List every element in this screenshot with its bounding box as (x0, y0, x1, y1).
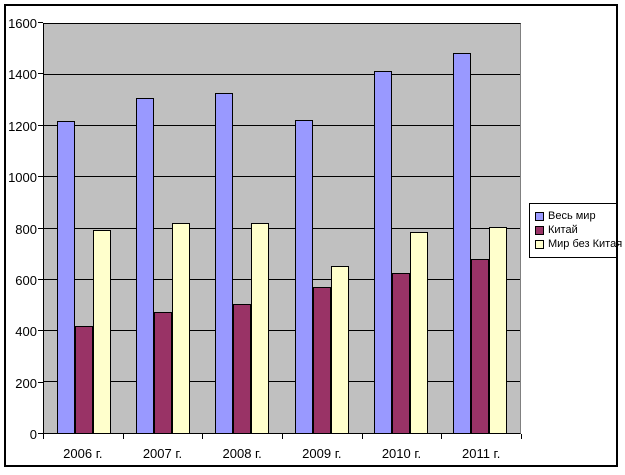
legend-label-world: Весь мир (548, 210, 596, 222)
bar-group-2010 (361, 24, 440, 433)
y-tick-mark-800 (38, 227, 43, 229)
y-tick-label-1000: 1000 (8, 170, 37, 186)
x-category-label-2007: 2007 г. (142, 446, 183, 461)
y-tick-mark-1000 (38, 176, 43, 178)
gridline-200 (44, 380, 520, 382)
x-category-label-2008: 2008 г. (222, 446, 262, 461)
y-tick-mark-1400 (38, 73, 43, 75)
y-tick-label-1600: 1600 (8, 16, 37, 31)
y-tick-mark-0 (38, 433, 43, 434)
gridline-600 (44, 278, 520, 280)
gridline-800 (44, 227, 520, 229)
x-tick-mark-3 (282, 434, 283, 439)
bar-world-without-china-2008 (251, 223, 270, 433)
bar-world-without-china-2010 (409, 232, 428, 433)
legend-label-china: Китай (548, 224, 578, 236)
bar-world-without-china-2006 (92, 229, 111, 433)
y-tick-mark-600 (38, 278, 43, 280)
gridline-400 (44, 329, 520, 331)
gridline-1000 (44, 176, 520, 178)
bar-world-2009 (294, 119, 313, 433)
bar-china-2011 (471, 259, 490, 433)
bar-group-2007 (123, 24, 202, 433)
gridline-1200 (44, 125, 520, 127)
bar-world-2010 (373, 71, 392, 433)
y-tick-mark-1200 (38, 124, 43, 126)
bar-group-2011 (441, 24, 520, 433)
bar-world-without-china-2011 (489, 227, 508, 433)
y-tick-mark-1600 (38, 22, 43, 23)
x-tick-mark-1 (123, 434, 124, 439)
legend-item-world-without-china: Мир без Китая (535, 238, 622, 251)
plot-area (43, 23, 521, 434)
y-tick-label-1200: 1200 (8, 118, 37, 134)
x-tick-mark-6 (521, 434, 522, 439)
bar-group-2009 (282, 24, 361, 433)
chart-frame: 0 200 400 600 800 1000 1200 1400 1600 2006 г. 200… (4, 4, 622, 467)
x-tick-mark-4 (362, 434, 363, 439)
x-tick-mark-2 (202, 434, 203, 439)
bar-china-2007 (153, 311, 172, 433)
x-tick-mark-0 (43, 434, 44, 439)
x-category-label-2006: 2006 г. (63, 446, 103, 461)
y-tick-label-600: 600 (15, 272, 37, 288)
bar-group-2006 (44, 24, 123, 433)
y-tick-label-800: 800 (15, 221, 37, 237)
x-tick-mark-5 (441, 434, 442, 439)
bar-world-without-china-2009 (330, 265, 349, 433)
y-tick-mark-200 (38, 381, 43, 383)
legend-item-world: Весь мир (535, 210, 612, 223)
y-tick-label-1400: 1400 (8, 67, 37, 83)
bar-china-2008 (233, 303, 252, 433)
y-tick-label-400: 400 (15, 324, 37, 340)
x-category-label-2011: 2011 г. (461, 446, 501, 461)
legend-label-world-without-china: Мир без Китая (548, 238, 623, 250)
y-tick-label-0: 0 (29, 427, 37, 442)
bars-layer (44, 24, 520, 433)
bar-china-2010 (391, 273, 410, 433)
bar-china-2006 (74, 325, 93, 433)
bar-world-2011 (453, 53, 472, 433)
bar-world-2008 (215, 93, 234, 433)
legend-item-china: Китай (535, 224, 612, 237)
y-tick-mark-400 (38, 330, 43, 332)
legend-swatch-world-without-china (535, 240, 544, 249)
bar-world-without-china-2007 (171, 223, 190, 433)
bar-world-2007 (135, 98, 154, 433)
legend-swatch-world (535, 212, 544, 221)
bar-china-2009 (312, 287, 331, 433)
x-category-label-2009: 2009 г. (302, 446, 342, 461)
bar-world-2006 (56, 121, 75, 433)
x-category-label-2010: 2010 г. (381, 446, 422, 461)
bar-group-2008 (203, 24, 282, 433)
legend-swatch-china (535, 226, 544, 235)
legend: Весь мир Китай Мир без Китая (529, 203, 622, 258)
y-tick-label-200: 200 (15, 375, 37, 391)
gridline-1400 (44, 74, 520, 76)
